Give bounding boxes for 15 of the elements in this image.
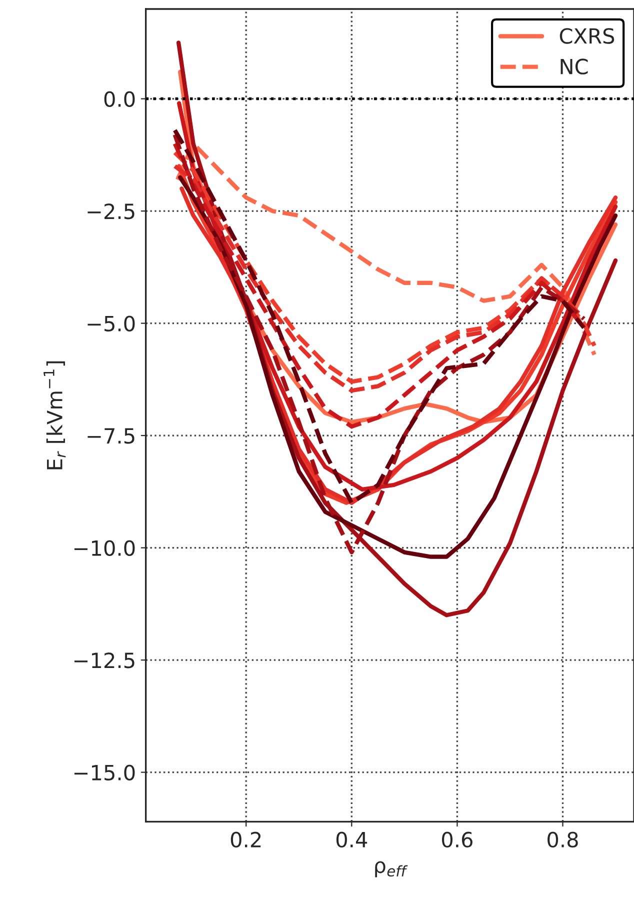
y-tick-label: −2.5 <box>88 203 134 220</box>
y-tick-label: −7.5 <box>88 428 134 444</box>
y-tick-label: −5.0 <box>88 316 135 332</box>
y-axis-title: E$_{r}$ [kVm$^{−1}$] <box>44 361 66 470</box>
y-tick-label: −10.0 <box>74 540 135 556</box>
y-tick-label: −15.0 <box>74 764 135 780</box>
x-axis-title: ρ$_{eff}$ <box>375 861 408 878</box>
x-tick-label: 0.2 <box>230 832 261 848</box>
x-tick-label: 0.8 <box>548 832 578 848</box>
legend-label: CXRS <box>560 28 614 44</box>
y-tick-label: 0.0 <box>104 91 135 107</box>
x-tick-label: 0.4 <box>336 832 368 848</box>
x-tick-label: 0.6 <box>442 832 472 848</box>
y-tick-label: −12.5 <box>74 652 134 668</box>
legend-label: NC <box>560 58 588 74</box>
